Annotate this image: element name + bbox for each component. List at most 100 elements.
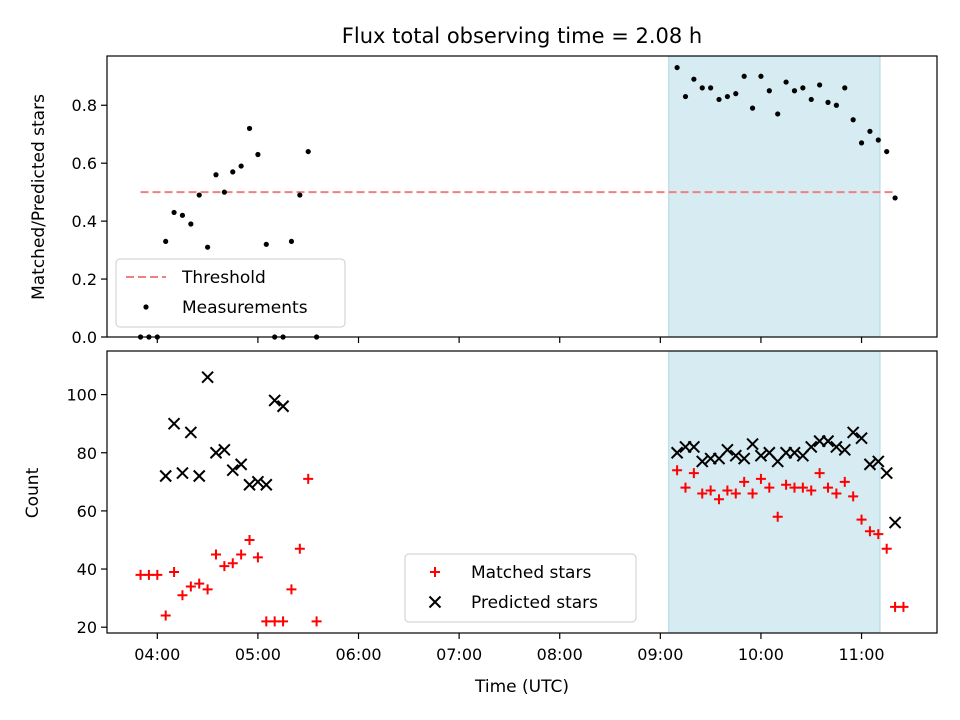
- predicted-star-point: [176, 466, 189, 480]
- measurement-point: [833, 102, 839, 108]
- predicted-star-point: [209, 446, 223, 459]
- predicted-star-point: [846, 426, 860, 439]
- predicted-star-point: [721, 443, 734, 457]
- matched-star-point: [848, 491, 859, 502]
- measurement-point: [221, 189, 227, 195]
- measurement-point: [699, 85, 705, 91]
- predicted-star-point: [218, 443, 231, 457]
- matched-star-point: [244, 534, 255, 545]
- measurement-point: [884, 148, 890, 155]
- measurement-point: [741, 73, 747, 79]
- predicted-star-point: [159, 469, 172, 483]
- predicted-star-point: [193, 469, 206, 483]
- legend-label: Matched stars: [471, 563, 591, 583]
- matched-star-point: [160, 610, 171, 621]
- legend-measurement-swatch: [143, 304, 149, 310]
- matched-star-point: [856, 514, 867, 525]
- predicted-star-point: [788, 446, 801, 459]
- top-y-tick-label: 0.2: [72, 270, 97, 289]
- measurement-point: [188, 221, 194, 227]
- measurement-point: [867, 128, 873, 134]
- top-y-tick-label: 0.8: [72, 96, 97, 115]
- predicted-star-point: [251, 475, 265, 489]
- measurement-point: [246, 125, 253, 132]
- measurement-point: [171, 209, 177, 216]
- matched-star-point: [714, 494, 725, 505]
- measurement-point: [775, 111, 781, 117]
- matched-star-point: [143, 569, 154, 580]
- bottom-legend-box: [404, 553, 637, 623]
- measurement-point: [297, 192, 303, 198]
- matched-star-point: [730, 488, 741, 499]
- matched-star-point: [303, 473, 314, 484]
- predicted-star-point: [746, 437, 759, 451]
- x-tick-label: 06:00: [335, 645, 381, 664]
- predicted-star-point: [754, 449, 768, 462]
- matched-star-point: [806, 485, 817, 496]
- predicted-star-point: [863, 458, 877, 471]
- matched-star-point: [705, 485, 716, 496]
- measurement-point: [825, 99, 831, 105]
- matched-star-point: [722, 485, 733, 496]
- predicted-star-point: [268, 394, 281, 407]
- measurement-point: [716, 96, 722, 103]
- measurement-point: [682, 93, 689, 100]
- matched-star-point: [881, 543, 892, 554]
- predicted-star-point: [687, 440, 701, 454]
- legend-label: Threshold: [181, 268, 266, 288]
- measurement-point: [875, 137, 881, 143]
- matched-star-point: [252, 552, 263, 563]
- measurement-point: [263, 241, 269, 247]
- measurement-point: [163, 238, 169, 245]
- matched-star-point: [839, 476, 850, 487]
- bottom-y-tick-label: 80: [77, 444, 97, 463]
- bottom-y-tick-label: 60: [77, 502, 97, 521]
- top-legend: Threshold Measurements: [115, 258, 346, 328]
- matched-star-point: [739, 476, 750, 487]
- measurement-point: [213, 172, 219, 178]
- x-axis-label: Time (UTC): [474, 677, 569, 697]
- top-observing-span: [668, 55, 881, 338]
- top-y-tick-label: 0.0: [72, 328, 97, 347]
- matched-star-point: [873, 529, 884, 540]
- x-tick-label: 07:00: [436, 645, 482, 664]
- matched-star-point: [898, 601, 909, 612]
- predicted-star-point: [872, 455, 885, 468]
- matched-star-point: [672, 465, 683, 476]
- measurement-point: [749, 105, 756, 111]
- predicted-star-point: [888, 516, 902, 529]
- measurement-point: [674, 64, 680, 71]
- measurement-point: [766, 88, 772, 94]
- top-panel-ratio: Matched/Predicted stars 0.0 0.2 0.4 0.6 0.8 T…: [29, 55, 938, 347]
- matched-star-point: [755, 473, 766, 484]
- matched-star-point: [797, 482, 808, 493]
- predicted-star-point: [167, 417, 181, 430]
- predicted-star-point: [670, 446, 684, 459]
- top-y-tick-label: 0.6: [72, 154, 97, 173]
- matched-star-point: [831, 488, 842, 499]
- matched-star-point: [135, 569, 146, 580]
- predicted-star-point: [838, 443, 851, 457]
- matched-star-point: [219, 561, 230, 572]
- measurement-point: [708, 85, 714, 91]
- measurement-point: [791, 88, 798, 94]
- predicted-star-point: [729, 449, 742, 462]
- measurement-point: [850, 117, 856, 123]
- matched-star-point: [823, 482, 834, 493]
- x-tick-label: 11:00: [838, 645, 884, 664]
- matched-star-point: [177, 590, 188, 601]
- bottom-axes-frame: [106, 350, 938, 634]
- predicted-star-point: [821, 434, 835, 448]
- bottom-y-tick-label: 20: [77, 618, 97, 637]
- predicted-star-point: [276, 400, 290, 413]
- matched-star-point: [772, 511, 783, 522]
- measurement-point: [724, 93, 731, 100]
- measurement-point: [733, 91, 739, 97]
- matched-star-point: [194, 578, 205, 589]
- top-axes-frame: [106, 55, 938, 338]
- measurement-point: [691, 76, 697, 82]
- predicted-star-point: [260, 478, 273, 491]
- measurement-point: [196, 192, 202, 198]
- predicted-star-point: [805, 440, 818, 454]
